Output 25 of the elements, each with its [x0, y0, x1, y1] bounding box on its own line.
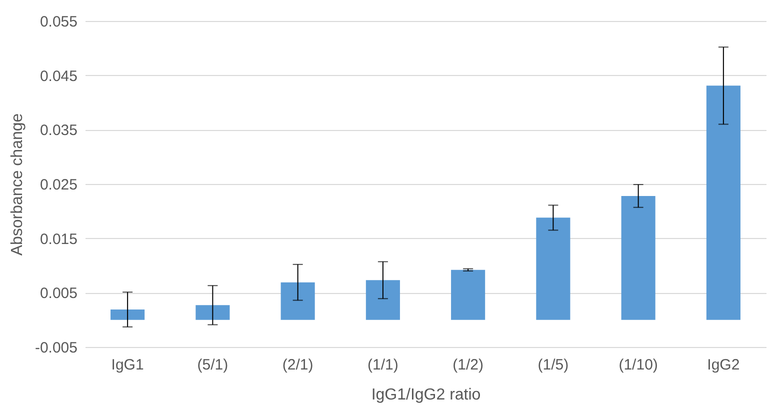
y-tick-label: 0.005: [40, 285, 78, 302]
bar: [451, 270, 486, 320]
y-tick-label: 0.045: [40, 68, 78, 85]
x-tick-label: IgG1: [111, 356, 144, 374]
bar: [536, 218, 570, 320]
x-tick-label: (1/5): [538, 356, 569, 374]
bar: [366, 280, 400, 320]
y-tick-label: 0.035: [40, 122, 78, 140]
bar: [280, 282, 315, 320]
x-tick-label: (1/10): [618, 356, 658, 374]
x-tick-label: (2/1): [282, 356, 314, 374]
bar: [196, 305, 230, 320]
y-axis-title: Absorbance change: [8, 113, 26, 256]
x-tick-label: IgG2: [707, 356, 740, 374]
bar: [621, 196, 656, 320]
y-tick-label: 0.055: [40, 14, 78, 30]
y-tick-label: -0.005: [34, 340, 78, 356]
x-axis-title: IgG1/IgG2 ratio: [371, 386, 481, 404]
x-tick-label: (5/1): [197, 356, 228, 374]
bar: [110, 310, 145, 320]
bar: [706, 86, 740, 320]
y-tick-label: 0.015: [40, 230, 78, 248]
y-tick-label: 0.025: [40, 176, 78, 194]
x-tick-label: (1/2): [452, 356, 484, 374]
x-tick-label: (1/1): [368, 356, 398, 374]
